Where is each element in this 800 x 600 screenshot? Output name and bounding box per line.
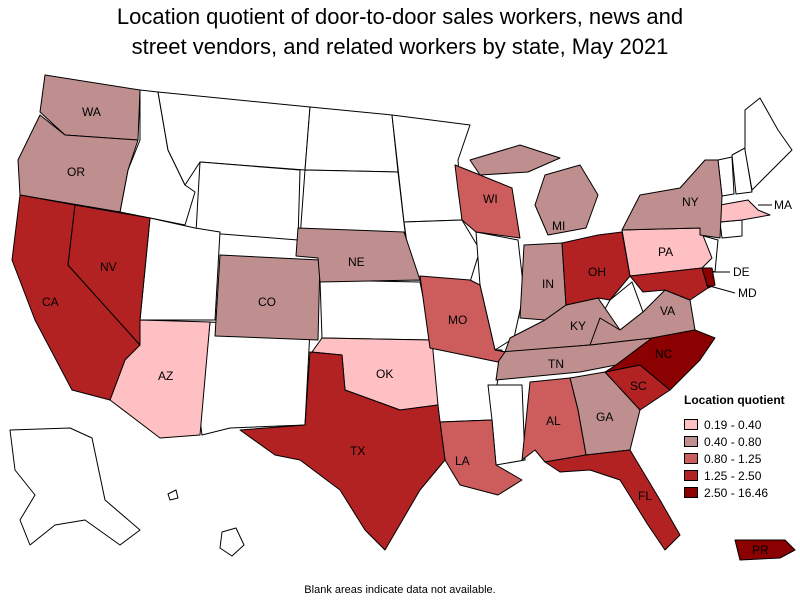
label-FL: FL — [638, 489, 652, 503]
title-line-2: street vendors, and related workers by s… — [131, 34, 669, 59]
state-FL[interactable] — [544, 449, 681, 551]
legend-item-5: 2.50 - 16.46 — [684, 484, 800, 501]
legend-label-5: 2.50 - 16.46 — [704, 485, 769, 500]
state-PR[interactable] — [734, 539, 796, 561]
label-NY: NY — [682, 195, 699, 209]
label-PA: PA — [658, 245, 673, 259]
state-CT[interactable] — [719, 219, 743, 239]
state-UT[interactable] — [139, 217, 221, 321]
legend-label-2: 0.40 - 0.80 — [704, 434, 762, 449]
state-MS[interactable] — [487, 384, 526, 466]
label-TX: TX — [350, 444, 365, 458]
state-ND[interactable] — [304, 106, 399, 173]
label-MO: MO — [448, 313, 467, 327]
state-NE[interactable] — [295, 227, 421, 283]
label-MD: MD — [738, 286, 757, 300]
legend: Location quotient 0.19 - 0.40 0.40 - 0.8… — [684, 393, 800, 501]
legend-item-4: 1.25 - 2.50 — [684, 467, 800, 484]
state-ME[interactable] — [744, 97, 793, 191]
state-AK[interactable] — [9, 427, 141, 546]
label-OR: OR — [67, 165, 85, 179]
state-MI[interactable] — [534, 164, 599, 236]
legend-swatch-3 — [684, 453, 698, 464]
legend-swatch-1 — [684, 419, 698, 430]
state-WY[interactable] — [195, 161, 301, 241]
map-title: Location quotient of door-to-door sales … — [0, 2, 800, 62]
label-MA: MA — [774, 198, 792, 212]
state-HI[interactable] — [219, 527, 245, 557]
label-CA: CA — [42, 295, 59, 309]
legend-title: Location quotient — [684, 393, 785, 407]
label-DE: DE — [733, 265, 750, 279]
label-IN: IN — [542, 277, 554, 291]
label-NV: NV — [100, 260, 117, 274]
label-GA: GA — [596, 410, 613, 424]
label-CO: CO — [258, 295, 276, 309]
title-line-1: Location quotient of door-to-door sales … — [116, 4, 684, 29]
label-SC: SC — [630, 379, 647, 393]
label-AL: AL — [546, 414, 561, 428]
state-OH[interactable] — [561, 231, 631, 306]
state-HI-islands[interactable] — [167, 489, 179, 501]
legend-label-3: 0.80 - 1.25 — [704, 451, 762, 466]
legend-swatch-2 — [684, 436, 698, 447]
legend-item-3: 0.80 - 1.25 — [684, 450, 800, 467]
state-OR[interactable] — [17, 114, 139, 213]
label-WI: WI — [483, 192, 498, 206]
state-NH[interactable] — [731, 147, 753, 195]
state-WI[interactable] — [454, 164, 521, 239]
footnote: Blank areas indicate data not available. — [304, 584, 496, 596]
label-OK: OK — [376, 367, 393, 381]
state-NV[interactable] — [67, 204, 151, 346]
label-MI: MI — [552, 219, 565, 233]
state-MA[interactable] — [719, 199, 771, 223]
state-DE[interactable] — [701, 267, 716, 289]
label-KY: KY — [570, 319, 586, 333]
label-AZ: AZ — [158, 369, 173, 383]
label-OH: OH — [588, 265, 606, 279]
legend-item-2: 0.40 - 0.80 — [684, 433, 800, 450]
state-MI-upper[interactable] — [469, 144, 561, 176]
label-NC: NC — [655, 347, 673, 361]
label-LA: LA — [455, 454, 470, 468]
legend-label-1: 0.19 - 0.40 — [704, 417, 762, 432]
legend-swatch-4 — [684, 470, 698, 481]
md-leader-line — [705, 284, 736, 294]
state-LA[interactable] — [439, 419, 523, 496]
label-VA: VA — [660, 304, 675, 318]
state-NY[interactable] — [621, 159, 723, 239]
legend-swatch-5 — [684, 487, 698, 498]
label-WA: WA — [82, 105, 101, 119]
state-MO[interactable] — [419, 275, 506, 363]
label-NE: NE — [348, 255, 365, 269]
legend-label-4: 1.25 - 2.50 — [704, 468, 762, 483]
state-CO[interactable] — [214, 254, 321, 341]
state-TX[interactable] — [239, 351, 446, 551]
legend-item-1: 0.19 - 0.40 — [684, 416, 800, 433]
state-KS[interactable] — [319, 279, 433, 341]
state-NC[interactable] — [604, 329, 716, 391]
label-PR: PR — [752, 543, 769, 557]
label-TN: TN — [548, 357, 564, 371]
